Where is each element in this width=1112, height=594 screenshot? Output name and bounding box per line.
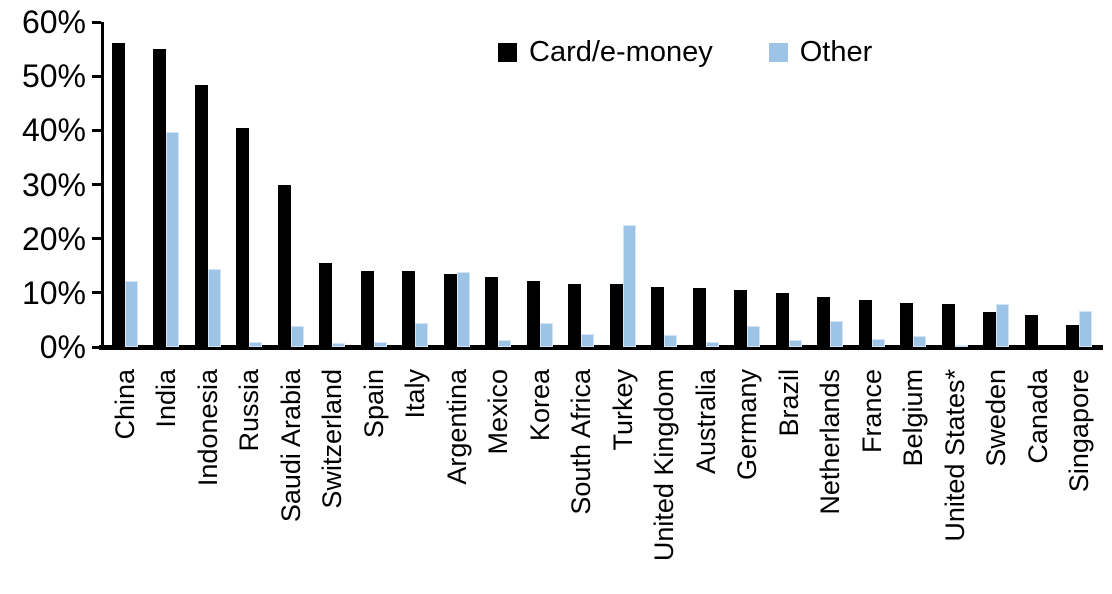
x-label-france: France <box>857 369 887 454</box>
bar-card-e-money-netherlands <box>817 297 830 347</box>
bar-card-e-money-italy <box>402 271 415 347</box>
y-tick-label-0: 0% <box>39 329 86 365</box>
bar-card-e-money-argentina <box>444 274 457 347</box>
x-label-turkey: Turkey <box>608 369 638 451</box>
bar-other-italy <box>415 323 428 347</box>
x-label-south-africa: South Africa <box>566 369 596 515</box>
x-label-singapore: Singapore <box>1064 369 1094 493</box>
bar-card-e-money-sweden <box>983 312 996 347</box>
y-tick-mark-10 <box>92 291 101 294</box>
x-label-sweden: Sweden <box>981 369 1011 467</box>
x-label-united-kingdom: United Kingdom <box>649 369 679 562</box>
bar-other-mexico <box>498 340 511 347</box>
y-tick-label-30: 30% <box>21 167 86 203</box>
x-label-brazil: Brazil <box>774 369 804 437</box>
legend-label-card-e-money: Card/e-money <box>529 36 713 68</box>
y-tick-label-60: 60% <box>21 4 86 40</box>
bar-other-united-states <box>955 345 968 347</box>
x-label-italy: Italy <box>400 369 430 419</box>
legend-swatch-card-e-money-icon <box>498 43 517 62</box>
bar-other-netherlands <box>830 321 843 347</box>
bar-other-argentina <box>457 272 470 347</box>
bar-other-united-kingdom <box>664 335 677 347</box>
x-label-russia: Russia <box>234 369 264 452</box>
bar-other-saudi-arabia <box>291 326 304 347</box>
x-label-argentina: Argentina <box>442 369 472 485</box>
x-label-united-states: United States* <box>940 369 970 542</box>
y-tick-label-20: 20% <box>21 221 86 257</box>
bar-card-e-money-south-africa <box>568 284 581 347</box>
x-label-spain: Spain <box>359 369 389 439</box>
y-axis-line <box>101 22 104 348</box>
x-label-india: India <box>151 369 181 428</box>
bar-other-spain <box>374 342 387 347</box>
bar-card-e-money-turkey <box>610 284 623 347</box>
x-label-china: China <box>110 369 140 440</box>
x-label-australia: Australia <box>691 369 721 475</box>
x-label-belgium: Belgium <box>898 369 928 467</box>
y-tick-mark-40 <box>92 129 101 132</box>
x-label-canada: Canada <box>1023 369 1053 464</box>
bar-other-korea <box>540 323 553 347</box>
legend-swatch-other-icon <box>768 43 788 62</box>
x-label-korea: Korea <box>525 369 555 442</box>
bar-card-e-money-mexico <box>485 277 498 347</box>
bar-card-e-money-china <box>112 43 125 347</box>
bar-other-south-africa <box>581 334 594 347</box>
bar-other-germany <box>747 326 760 347</box>
bar-card-e-money-australia <box>693 288 706 347</box>
bar-other-china <box>125 281 138 347</box>
bar-other-belgium <box>913 336 926 347</box>
x-axis-line <box>99 345 1103 350</box>
x-label-indonesia: Indonesia <box>193 369 223 487</box>
bar-other-indonesia <box>208 269 221 347</box>
y-tick-label-10: 10% <box>21 275 86 311</box>
y-tick-mark-20 <box>92 237 101 240</box>
bar-other-switzerland <box>332 343 345 347</box>
legend-item-other: Other <box>768 36 873 68</box>
bar-card-e-money-spain <box>361 271 374 347</box>
bar-card-e-money-germany <box>734 290 747 347</box>
legend-item-card-e-money: Card/e-money <box>498 38 713 67</box>
y-tick-label-40: 40% <box>21 112 86 148</box>
bar-card-e-money-singapore <box>1066 325 1079 347</box>
bar-card-e-money-united-states <box>942 304 955 347</box>
plot-area <box>104 22 1100 347</box>
bar-other-singapore <box>1079 311 1092 347</box>
y-tick-mark-0 <box>92 346 101 349</box>
y-tick-mark-60 <box>92 21 101 24</box>
x-label-germany: Germany <box>732 369 762 481</box>
bar-card-e-money-france <box>859 300 872 347</box>
y-tick-label-50: 50% <box>21 58 86 94</box>
bar-other-australia <box>706 342 719 347</box>
legend-label-other: Other <box>799 36 873 68</box>
bar-other-turkey <box>623 225 636 347</box>
x-label-netherlands: Netherlands <box>815 369 845 515</box>
bar-card-e-money-canada <box>1025 315 1038 347</box>
bar-card-e-money-switzerland <box>319 263 332 347</box>
y-tick-mark-50 <box>92 75 101 78</box>
bar-other-india <box>166 132 179 347</box>
bar-card-e-money-russia <box>236 128 249 347</box>
bar-card-e-money-brazil <box>776 293 789 347</box>
bar-card-e-money-indonesia <box>195 85 208 347</box>
legend: Card/e-money Other <box>498 38 872 67</box>
bar-other-brazil <box>789 340 802 347</box>
bar-card-e-money-korea <box>527 281 540 347</box>
bar-card-e-money-belgium <box>900 303 913 347</box>
bar-other-russia <box>249 342 262 347</box>
y-tick-mark-30 <box>92 183 101 186</box>
bar-card-e-money-india <box>153 49 166 347</box>
x-label-saudi-arabia: Saudi Arabia <box>276 369 306 523</box>
x-label-mexico: Mexico <box>483 369 513 455</box>
bar-card-e-money-united-kingdom <box>651 287 664 347</box>
bar-other-france <box>872 339 885 347</box>
bar-card-e-money-saudi-arabia <box>278 185 291 347</box>
x-label-switzerland: Switzerland <box>317 369 347 509</box>
bar-other-sweden <box>996 304 1009 347</box>
